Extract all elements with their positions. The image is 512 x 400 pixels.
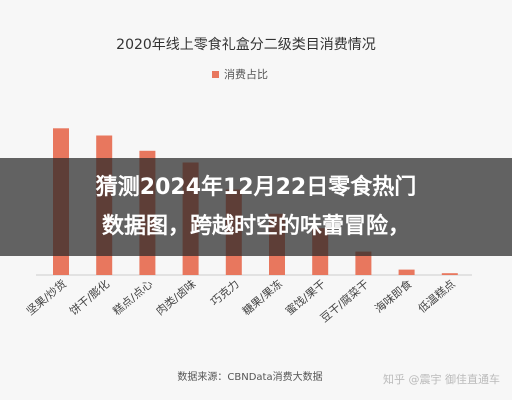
bar <box>441 273 458 275</box>
banner <box>0 158 512 256</box>
watermark: 知乎 @震宇 御佳直通车 <box>383 372 500 386</box>
banner-line: 猜测2024年12月22日零食热门 <box>95 174 416 200</box>
legend-swatch <box>212 71 219 78</box>
bar <box>355 251 372 275</box>
bar <box>398 269 415 275</box>
chart-title: 2020年线上零食礼盒分二级类目消费情况 <box>116 36 376 53</box>
legend-label: 消费占比 <box>224 67 268 81</box>
banner-line: 数据图，跨越时空的味蕾冒险， <box>102 213 410 239</box>
source: 数据来源：CBNData消费大数据 <box>177 370 322 383</box>
